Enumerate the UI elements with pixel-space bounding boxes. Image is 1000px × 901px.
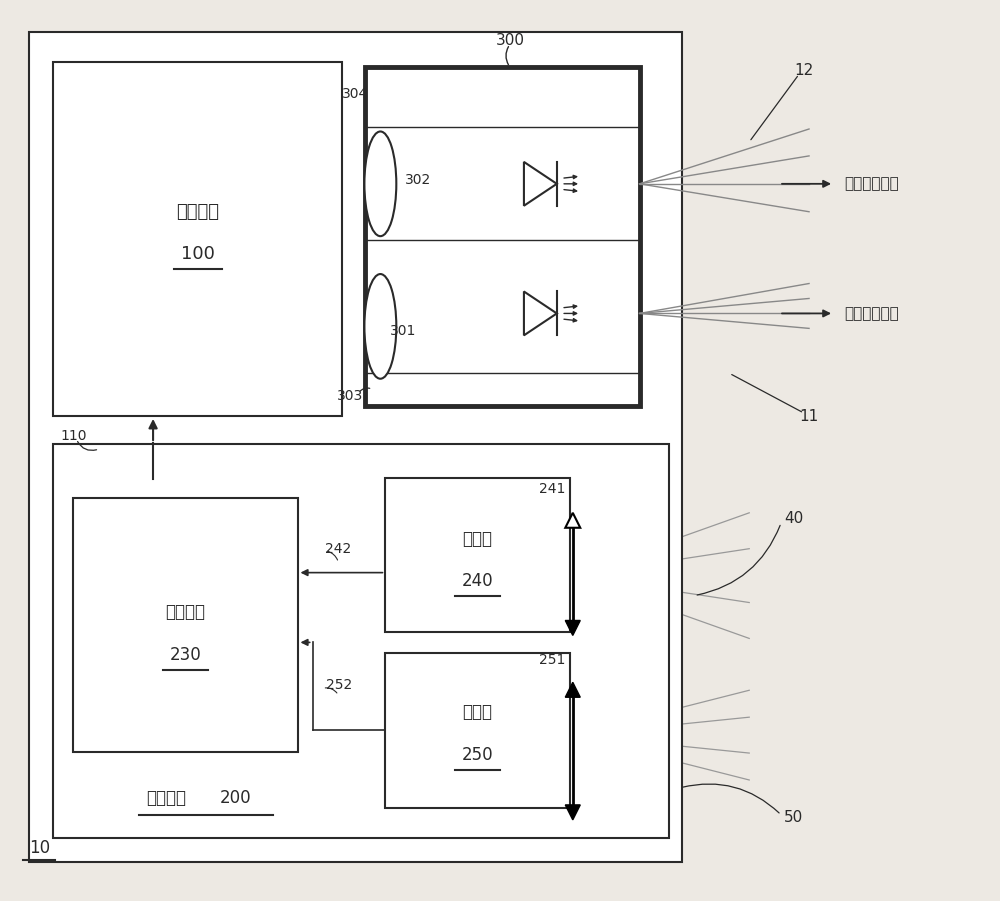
Text: 控制单元: 控制单元: [165, 604, 205, 622]
Text: 10: 10: [29, 839, 50, 857]
Text: 12: 12: [794, 63, 814, 77]
Text: 241: 241: [539, 482, 565, 496]
Text: 304: 304: [342, 87, 369, 101]
Text: 110: 110: [60, 429, 87, 443]
Polygon shape: [565, 621, 580, 635]
Text: 40: 40: [784, 511, 803, 526]
FancyBboxPatch shape: [53, 444, 669, 838]
Text: 251: 251: [539, 653, 565, 668]
Text: 302: 302: [405, 173, 432, 187]
FancyBboxPatch shape: [385, 653, 570, 808]
Text: 11: 11: [799, 409, 819, 423]
Ellipse shape: [364, 132, 396, 236]
Text: 300: 300: [495, 32, 524, 48]
Text: 240: 240: [462, 571, 493, 589]
Text: 200: 200: [220, 789, 252, 807]
FancyBboxPatch shape: [385, 478, 570, 633]
FancyBboxPatch shape: [53, 62, 342, 416]
Text: 电源模块: 电源模块: [176, 203, 219, 221]
Text: 窄的可视光束: 窄的可视光束: [844, 306, 899, 321]
Polygon shape: [565, 682, 580, 697]
Text: 250: 250: [462, 746, 493, 764]
FancyBboxPatch shape: [73, 498, 298, 752]
Text: 宽的可视光束: 宽的可视光束: [844, 177, 899, 191]
Text: 301: 301: [390, 324, 417, 339]
Text: 303: 303: [337, 389, 364, 403]
Text: 230: 230: [170, 646, 201, 664]
Ellipse shape: [364, 274, 396, 378]
FancyBboxPatch shape: [29, 32, 682, 861]
Text: 控制模块: 控制模块: [146, 789, 186, 807]
Text: 100: 100: [181, 244, 215, 262]
Text: 传感器: 传感器: [463, 703, 493, 721]
Text: 50: 50: [784, 810, 803, 825]
Polygon shape: [565, 805, 580, 820]
Text: 252: 252: [326, 678, 352, 692]
Polygon shape: [565, 513, 580, 528]
FancyBboxPatch shape: [365, 68, 640, 406]
Text: 传感器: 传感器: [463, 530, 493, 548]
Text: 242: 242: [325, 542, 352, 556]
